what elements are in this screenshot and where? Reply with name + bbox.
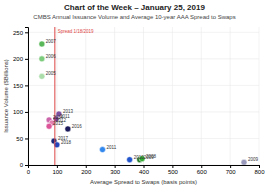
y-tick-group: 250 [13,30,28,36]
y-tick [25,112,28,113]
annotations: 2007200620052013201120142012201520162017… [46,29,259,162]
subtitle: CMBS Annual Issuance Volume and Average … [33,14,235,20]
x-tick-label: 300 [110,169,121,175]
x-tick [144,165,145,168]
x-tick [57,165,58,168]
chart: Chart of the Week – January 25, 2019 CMBS… [0,0,269,187]
y-tick-group: 150 [13,83,28,89]
point-label: 2009 [248,157,259,162]
grid-line [143,27,144,165]
point-label: 2008 [146,154,157,159]
y-tick-group: 200 [13,56,28,62]
point-label: 2011 [106,145,116,150]
grid-line [28,85,259,86]
reference-line-label: Spread 1/18/2019 [58,29,94,34]
x-tick-group: 800 [254,165,265,175]
x-tick-group: 200 [81,165,92,175]
x-tick-group: 500 [168,165,179,175]
x-tick [86,165,87,168]
x-tick-label: 500 [168,169,179,175]
point-label: 2015 [53,121,64,126]
y-tick-label: 50 [16,136,23,142]
grid-line [172,27,173,165]
x-tick-group: 100 [52,165,63,175]
grid-line [28,58,259,59]
point [127,157,133,163]
y-tick [25,85,28,86]
point-label: 2006 [46,54,57,59]
point [99,147,105,153]
marks [39,27,247,165]
x-axis-title: Average Spread to Swaps (basis points) [90,179,197,185]
grid-line [85,27,86,165]
reference-line [54,27,55,165]
point-label: 2007 [46,39,57,44]
x-axis: 0 100 200 300 400 500 600 700 800 [27,165,265,175]
x-tick [115,165,116,168]
y-tick [25,32,28,33]
point-label: 2010 [134,155,145,160]
y-tick-label: 0 [20,162,24,168]
x-tick-label: 400 [139,169,150,175]
y-tick [25,59,28,60]
point-label: 2016 [72,124,83,129]
y-axis: 0 50 100 150 200 250 [13,28,29,169]
grid-line [201,27,202,165]
point [39,73,45,79]
x-tick-group: 700 [226,165,237,175]
x-tick-label: 100 [52,169,63,175]
plot: 0 100 200 300 400 500 600 700 800 0 50 100 150 200 250… [13,27,265,175]
y-axis-line [25,28,29,166]
x-tick-group: 400 [139,165,150,175]
title: Chart of the Week – January 25, 2019 [64,3,205,12]
point-label: 2005 [46,71,57,76]
x-tick-label: 700 [226,169,237,175]
x-tick [230,165,231,168]
x-tick [201,165,202,168]
y-tick-label: 150 [13,83,24,89]
y-tick-group: 100 [13,109,28,115]
y-tick-group: 50 [16,136,28,142]
point [39,56,45,62]
x-tick-label: 800 [254,169,265,175]
grid-line [230,27,231,165]
x-axis-line [29,166,260,169]
x-tick [172,165,173,168]
x-tick-label: 0 [27,169,31,175]
point [241,159,247,165]
y-tick [25,138,28,139]
x-tick [259,165,260,168]
y-axis-title: Issuance Volume ($Billions) [3,59,9,133]
y-tick-label: 200 [13,56,24,62]
y-tick-label: 100 [13,109,24,115]
point [65,126,71,132]
point-label: 2018 [61,140,72,145]
y-tick-group: 0 [20,162,28,168]
x-tick-group: 300 [110,165,121,175]
grid [28,27,259,165]
x-tick-label: 600 [197,169,208,175]
point [39,41,45,47]
y-tick [25,165,28,166]
point [46,123,52,129]
grid-line [259,27,260,165]
x-tick-label: 200 [81,169,92,175]
y-tick-label: 250 [13,30,24,36]
x-tick-group: 600 [197,165,208,175]
x-tick-group: 0 [27,165,31,175]
